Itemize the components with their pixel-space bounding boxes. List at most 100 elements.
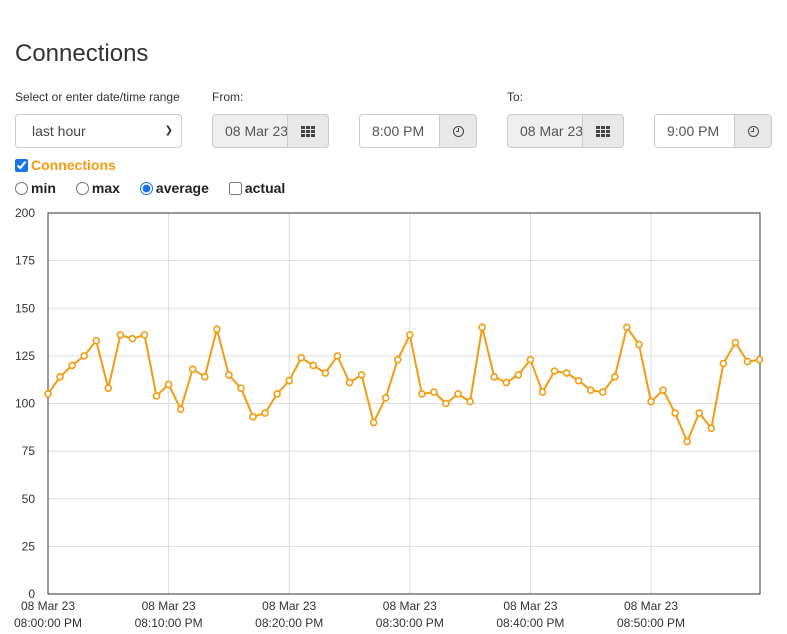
from-time-group: 8:00 PM xyxy=(359,114,477,148)
data-point xyxy=(442,399,450,408)
connections-series-line xyxy=(47,326,760,443)
stat-option-average[interactable]: average xyxy=(139,180,209,196)
max-radio[interactable] xyxy=(75,181,89,195)
data-point xyxy=(357,371,366,379)
x-tick-date: 08 Mar 23 xyxy=(262,599,316,613)
data-point xyxy=(526,355,535,364)
from-date-group: 08 Mar 23 xyxy=(212,114,329,148)
page-title: Connections xyxy=(15,40,149,67)
data-point xyxy=(502,378,511,387)
to-calendar-button[interactable] xyxy=(583,114,624,148)
average-radio[interactable] xyxy=(139,181,153,195)
x-tick-date: 08 Mar 23 xyxy=(142,599,196,613)
y-tick-label: 50 xyxy=(22,492,36,506)
range-select[interactable]: last hour ❯ xyxy=(15,114,182,148)
calendar-grid-icon xyxy=(596,125,610,137)
stat-option-actual[interactable]: actual xyxy=(228,180,286,196)
data-point xyxy=(237,384,245,393)
calendar-grid-icon xyxy=(301,125,315,137)
data-point xyxy=(635,340,643,349)
y-tick-label: 125 xyxy=(15,349,35,363)
data-point xyxy=(68,361,76,370)
to-date-group: 08 Mar 23 xyxy=(507,114,624,148)
connections-checkbox[interactable] xyxy=(15,158,28,172)
data-point xyxy=(164,380,173,389)
from-clock-button[interactable] xyxy=(440,114,477,148)
data-point xyxy=(478,323,486,332)
data-point xyxy=(707,424,716,433)
data-point xyxy=(393,355,402,364)
data-point xyxy=(188,365,197,374)
data-point xyxy=(381,393,390,402)
connections-chart: 0 25 50 75 100 125 150 175 200 08 Mar 23 08:00:00 … xyxy=(14,206,764,630)
average-label: average xyxy=(155,180,209,196)
data-point xyxy=(454,390,462,398)
from-label: From: xyxy=(212,90,244,104)
data-point xyxy=(176,405,185,414)
data-point xyxy=(213,325,221,334)
to-date-input[interactable]: 08 Mar 23 xyxy=(507,114,583,148)
data-point xyxy=(152,392,161,400)
data-point xyxy=(562,369,571,377)
data-point xyxy=(671,409,679,417)
data-point xyxy=(683,437,691,446)
data-point xyxy=(731,338,740,347)
data-point xyxy=(369,418,378,427)
data-point xyxy=(623,323,631,332)
to-time-input[interactable]: 9:00 PM xyxy=(654,114,735,148)
x-tick-date: 08 Mar 23 xyxy=(383,599,437,613)
x-tick-date: 08 Mar 23 xyxy=(624,599,678,613)
data-point xyxy=(345,378,354,387)
data-point xyxy=(128,334,137,343)
data-point xyxy=(225,371,233,379)
data-point xyxy=(273,390,281,398)
x-tick-time: 08:50:00 PM xyxy=(617,616,685,630)
data-point xyxy=(418,390,426,398)
stat-option-min[interactable]: min xyxy=(15,180,56,196)
data-point xyxy=(466,397,474,406)
data-point xyxy=(309,361,318,370)
data-point xyxy=(695,409,704,417)
from-date-input[interactable]: 08 Mar 23 xyxy=(212,114,288,148)
data-point xyxy=(743,357,752,366)
data-point xyxy=(285,376,294,385)
range-select-value: last hour xyxy=(32,123,86,139)
actual-checkbox[interactable] xyxy=(228,181,242,195)
data-point xyxy=(719,359,728,368)
x-tick-date: 08 Mar 23 xyxy=(21,599,75,613)
data-point xyxy=(586,386,595,394)
data-point xyxy=(647,397,655,406)
data-point xyxy=(56,373,64,381)
from-calendar-button[interactable] xyxy=(288,114,329,148)
y-tick-label: 100 xyxy=(15,397,35,411)
max-label: max xyxy=(91,180,120,196)
min-radio[interactable] xyxy=(15,181,28,195)
data-point xyxy=(261,409,269,417)
stat-option-max[interactable]: max xyxy=(75,180,120,196)
actual-label: actual xyxy=(244,180,286,196)
data-point xyxy=(140,331,149,339)
data-point xyxy=(405,331,414,339)
data-point xyxy=(200,373,209,381)
data-point xyxy=(92,336,101,345)
y-tick-label: 0 xyxy=(28,587,35,601)
data-point xyxy=(116,331,125,339)
data-point xyxy=(538,388,547,396)
y-tick-label: 175 xyxy=(15,254,35,268)
x-tick-time: 08:00:00 PM xyxy=(14,616,82,630)
x-tick-time: 08:40:00 PM xyxy=(496,616,564,630)
range-label: Select or enter date/time range xyxy=(15,90,180,104)
data-point xyxy=(514,371,523,379)
y-tick-label: 25 xyxy=(22,539,36,553)
to-clock-button[interactable] xyxy=(735,114,772,148)
data-point xyxy=(104,384,113,393)
series-toggle: Connections xyxy=(15,157,116,173)
x-tick-date: 08 Mar 23 xyxy=(503,599,557,613)
stat-options: min max average actual xyxy=(15,180,305,196)
data-point xyxy=(550,367,559,375)
data-point xyxy=(333,352,342,360)
x-tick-time: 08:10:00 PM xyxy=(135,616,203,630)
data-point xyxy=(611,373,619,381)
from-time-input[interactable]: 8:00 PM xyxy=(359,114,440,148)
data-point xyxy=(297,353,306,362)
